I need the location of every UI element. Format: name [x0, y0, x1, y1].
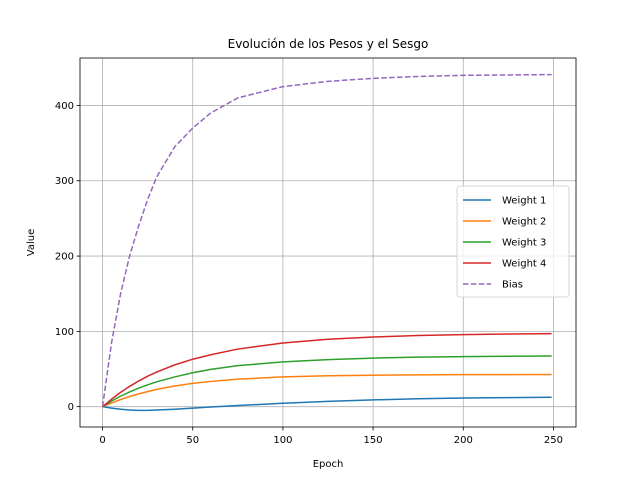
legend: Weight 1 Weight 2 Weight 3 Weight 4 Bias: [456, 185, 570, 298]
legend-label: Weight 3: [502, 238, 546, 249]
legend-label: Weight 4: [502, 259, 546, 270]
y-tick-label: 300: [55, 176, 74, 187]
grid: [80, 58, 576, 427]
x-tick-label: 100: [273, 435, 292, 446]
axis-ticks: 0 50 100 150 200 250 0 100 200 300 400: [55, 101, 563, 446]
series-line-weight-3: [102, 355, 552, 408]
legend-label: Weight 1: [502, 196, 546, 207]
legend-box: [456, 185, 570, 298]
series-line-weight-4: [102, 332, 552, 408]
series-line-weight-2: [102, 373, 552, 408]
y-tick-label: 400: [55, 101, 74, 112]
x-tick-label: 50: [186, 435, 199, 446]
y-tick-label: 200: [55, 252, 74, 263]
series-lines: [101, 73, 552, 412]
x-axis-label: Epoch: [313, 459, 344, 470]
y-tick-label: 100: [55, 327, 74, 338]
series-line-weight-1: [102, 396, 552, 412]
chart-title: Evolución de los Pesos y el Sesgo: [228, 37, 429, 51]
plot-frame: [79, 57, 577, 428]
legend-label: Weight 2: [502, 217, 546, 228]
y-tick-label: 0: [68, 402, 74, 413]
x-tick-label: 150: [364, 435, 383, 446]
x-tick-label: 0: [99, 435, 105, 446]
y-axis-label: Value: [26, 229, 37, 256]
series-line-bias: [101, 73, 552, 407]
legend-label: Bias: [502, 280, 523, 291]
x-tick-label: 250: [544, 435, 563, 446]
x-tick-label: 200: [454, 435, 473, 446]
